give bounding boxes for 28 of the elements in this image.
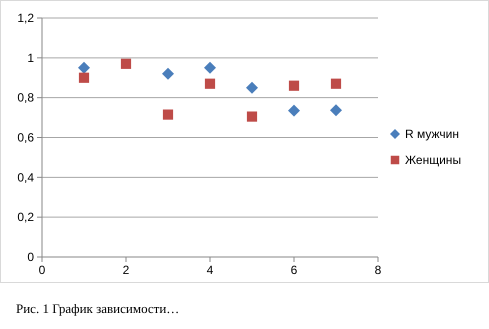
point: [288, 104, 300, 117]
point: [78, 62, 90, 74]
y-tick-label: 0,4: [17, 170, 34, 184]
point: [330, 78, 342, 89]
point: [246, 82, 258, 94]
point: [162, 109, 174, 120]
text: Рис. 1 График зависимости…: [16, 301, 180, 316]
legend-label: Женщины: [405, 153, 462, 167]
y-tick-label: 0,2: [17, 210, 34, 224]
x-tick-label: 6: [290, 263, 298, 277]
point: [288, 80, 300, 91]
legend-label: R мужчин: [405, 127, 459, 141]
x-tick-label: 0: [38, 263, 46, 277]
x-tick-label: 4: [206, 263, 214, 277]
point: [246, 111, 258, 122]
y-tick-label: 0,8: [17, 90, 34, 105]
y-tick-label: 1: [27, 50, 34, 65]
x-tick-label: 8: [374, 263, 382, 277]
y-tick-label: 1,2: [17, 11, 34, 25]
point: [204, 62, 216, 74]
y-tick-label: 0,6: [17, 130, 34, 144]
point: [78, 72, 90, 83]
x-tick-label: 2: [122, 263, 130, 277]
point: [162, 68, 174, 80]
point: [330, 104, 342, 116]
point: [120, 58, 132, 69]
y-tick-label: 0: [27, 250, 34, 264]
point: [204, 78, 216, 89]
